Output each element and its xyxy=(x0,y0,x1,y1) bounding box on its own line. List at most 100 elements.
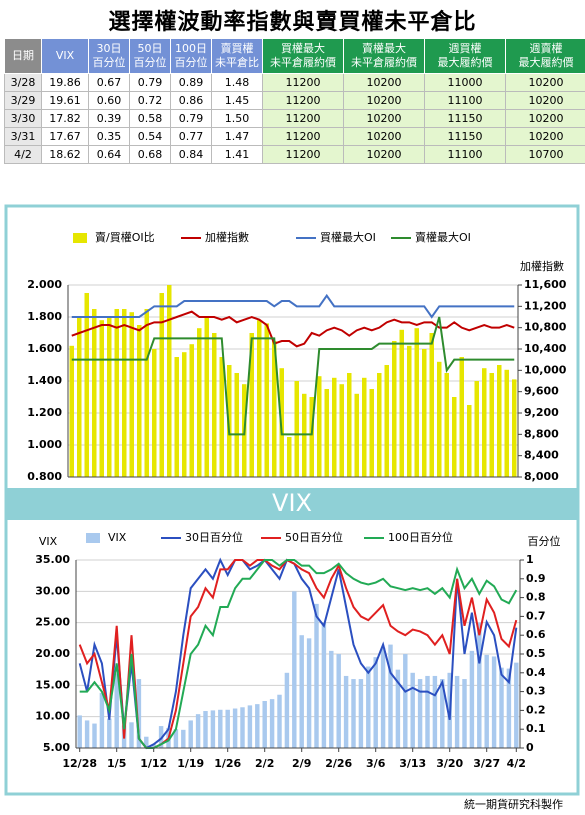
table-cell: 10200 xyxy=(505,127,585,146)
header-line: 買權最大 xyxy=(281,42,325,55)
column-header: 買權最大 未平倉履約價 xyxy=(262,38,344,74)
bar xyxy=(377,373,382,477)
bar xyxy=(321,622,327,748)
y2-tick-label: 0.9 xyxy=(526,572,546,585)
y2-tick-label: 10,800 xyxy=(524,321,567,334)
column-header: 週賣權 最大履約價 xyxy=(505,38,585,74)
table-cell: 11200 xyxy=(262,91,344,110)
bar xyxy=(309,397,314,477)
bar xyxy=(474,381,479,477)
y-tick-label: 2.000 xyxy=(27,278,62,291)
title: 選擇權波動率指數與賣買權未平倉比 xyxy=(108,10,477,35)
bar xyxy=(159,293,164,477)
bar xyxy=(380,647,386,748)
header-line: 未平倉履約價 xyxy=(270,56,336,69)
bar xyxy=(407,345,412,477)
bar xyxy=(343,675,349,748)
header-line: 30日 xyxy=(96,42,122,55)
bar xyxy=(392,341,397,477)
table-cell: 10200 xyxy=(343,109,425,128)
bar xyxy=(203,711,208,748)
bar xyxy=(77,715,82,748)
line-series xyxy=(78,557,518,750)
table-cell: 4/2 xyxy=(4,145,42,164)
bar xyxy=(467,405,472,477)
header-line: 最大履約價 xyxy=(437,56,493,69)
y2-tick-label: 0.6 xyxy=(526,628,546,641)
bar xyxy=(181,729,186,748)
bar xyxy=(499,667,504,748)
bar xyxy=(262,701,267,748)
header-line: 賣買權 xyxy=(220,42,254,55)
bar xyxy=(384,365,389,477)
bar xyxy=(225,709,230,748)
table-cell: 0.79 xyxy=(129,73,171,92)
bar xyxy=(284,672,290,748)
y-tick-label: 10.00 xyxy=(35,710,70,723)
bar xyxy=(366,666,371,748)
table-cell: 18.62 xyxy=(41,145,89,164)
bar xyxy=(84,293,89,477)
column-header: 週買權 最大履約價 xyxy=(424,38,506,74)
header-line: 最大履約價 xyxy=(518,56,574,69)
bar xyxy=(255,704,260,748)
bar xyxy=(351,679,356,748)
bar xyxy=(122,309,127,477)
table-row: 3/31 17.67 0.35 0.54 0.77 1.47 11200 10200 11150… xyxy=(4,127,585,146)
bar xyxy=(489,373,494,477)
table-cell: 10200 xyxy=(343,127,425,146)
header-line: 未平倉履約價 xyxy=(351,56,417,69)
bar xyxy=(269,699,275,748)
chart-frame xyxy=(4,204,580,796)
y-tick-label: 30.00 xyxy=(35,584,70,597)
column-header: 日期 xyxy=(4,38,42,74)
bar xyxy=(347,373,352,477)
table-cell: 1.48 xyxy=(211,73,263,92)
bar xyxy=(174,357,179,477)
table-cell: 11150 xyxy=(424,127,506,146)
table-cell: 11000 xyxy=(424,73,506,92)
bar xyxy=(336,654,341,748)
bar xyxy=(414,328,419,477)
bar xyxy=(129,722,134,748)
bar xyxy=(477,622,482,748)
x-tick-label: 4/2 xyxy=(507,757,526,770)
y2-tick-label: 0.5 xyxy=(526,647,546,660)
bar xyxy=(484,654,489,748)
bar xyxy=(277,694,282,748)
bar xyxy=(151,744,156,748)
y-tick-label: 0.800 xyxy=(27,470,62,483)
column-header: VIX xyxy=(41,38,89,74)
y-tick-label: 1.400 xyxy=(27,374,62,387)
legend-swatch xyxy=(73,233,87,243)
bar xyxy=(212,333,217,477)
line-series xyxy=(71,316,515,436)
legend-swatch xyxy=(86,533,100,543)
bar xyxy=(512,379,517,477)
header-line: 百分位 xyxy=(133,56,167,69)
bar xyxy=(234,373,239,477)
x-tick-label: 3/6 xyxy=(366,757,386,770)
y2-tick-label: 11,600 xyxy=(524,278,567,291)
bar xyxy=(247,705,253,748)
table-cell: 17.67 xyxy=(41,127,89,146)
y2-tick-label: 10,400 xyxy=(524,342,567,355)
y-tick-label: 25.00 xyxy=(35,616,70,629)
data-table: 日期 VIX 30日 百分位 50日 百分位 100日 百分位 賣買權 未平倉比 買權最大 未平倉履約… xyxy=(4,38,585,164)
bar xyxy=(210,710,216,748)
bar xyxy=(432,675,438,748)
bar xyxy=(99,320,104,477)
legend-label: 30日百分位 xyxy=(185,530,243,544)
x-tick-label: 2/2 xyxy=(255,757,274,770)
x-tick-label: 1/26 xyxy=(214,757,241,770)
legend-label: 100日百分位 xyxy=(388,530,453,544)
x-tick-label: 2/9 xyxy=(292,757,311,770)
header-line: VIX xyxy=(55,49,75,62)
table-row: 4/2 18.62 0.64 0.68 0.84 1.41 11200 10200 11100 1… xyxy=(4,145,585,164)
y-tick-label: 5.00 xyxy=(43,741,70,754)
y-tick-label: 20.00 xyxy=(35,647,70,660)
bar xyxy=(264,323,269,477)
y2-tick-label: 8,800 xyxy=(524,427,559,440)
table-cell: 19.86 xyxy=(41,73,89,92)
y2-tick-label: 1 xyxy=(526,553,534,566)
